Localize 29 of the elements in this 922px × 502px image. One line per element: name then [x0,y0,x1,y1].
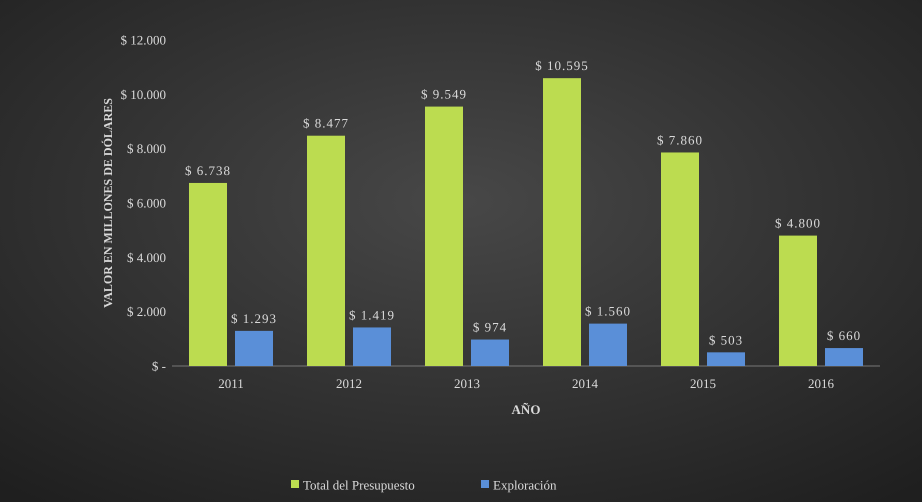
data-label: $ 9.549 [421,86,467,102]
data-label: $ 6.738 [185,162,231,178]
data-label: $ 4.800 [775,216,821,231]
x-tick-label: 2016 [808,376,834,391]
y-tick-label: $ 8.000 [127,141,166,156]
x-axis-title: AÑO [512,402,540,417]
y-axis-title: VALOR EN MILLONES DE DÓLARES [101,98,115,308]
data-label: $ 503 [708,332,744,348]
data-label: $ 1.560 [585,304,631,319]
y-tick-label: $ 10.000 [120,86,166,102]
data-label: $ 1.293 [231,310,277,326]
data-label: $ 1.419 [349,307,395,322]
legend-label: Exploración [493,478,558,493]
y-tick-label: $ 12.000 [120,32,166,48]
x-tick-label: 2015 [690,376,716,391]
x-tick-label: 2012 [336,376,362,391]
data-label: $ 8.477 [303,116,349,131]
data-label: $ 10.595 [535,58,589,74]
data-label: $ 7.860 [657,132,703,148]
data-label: $ 974 [472,320,508,335]
y-tick-label: $ 6.000 [127,196,166,211]
y-tick-label: $ - [152,358,166,374]
x-tick-label: 2013 [454,376,480,391]
x-tick-label: 2011 [218,376,244,391]
y-tick-label: $ 4.000 [127,250,166,265]
x-tick-label: 2014 [572,376,598,391]
data-label: $ 660 [826,328,862,344]
y-tick-label: $ 2.000 [127,304,166,320]
legend-label: Total del Presupuesto [303,478,415,493]
